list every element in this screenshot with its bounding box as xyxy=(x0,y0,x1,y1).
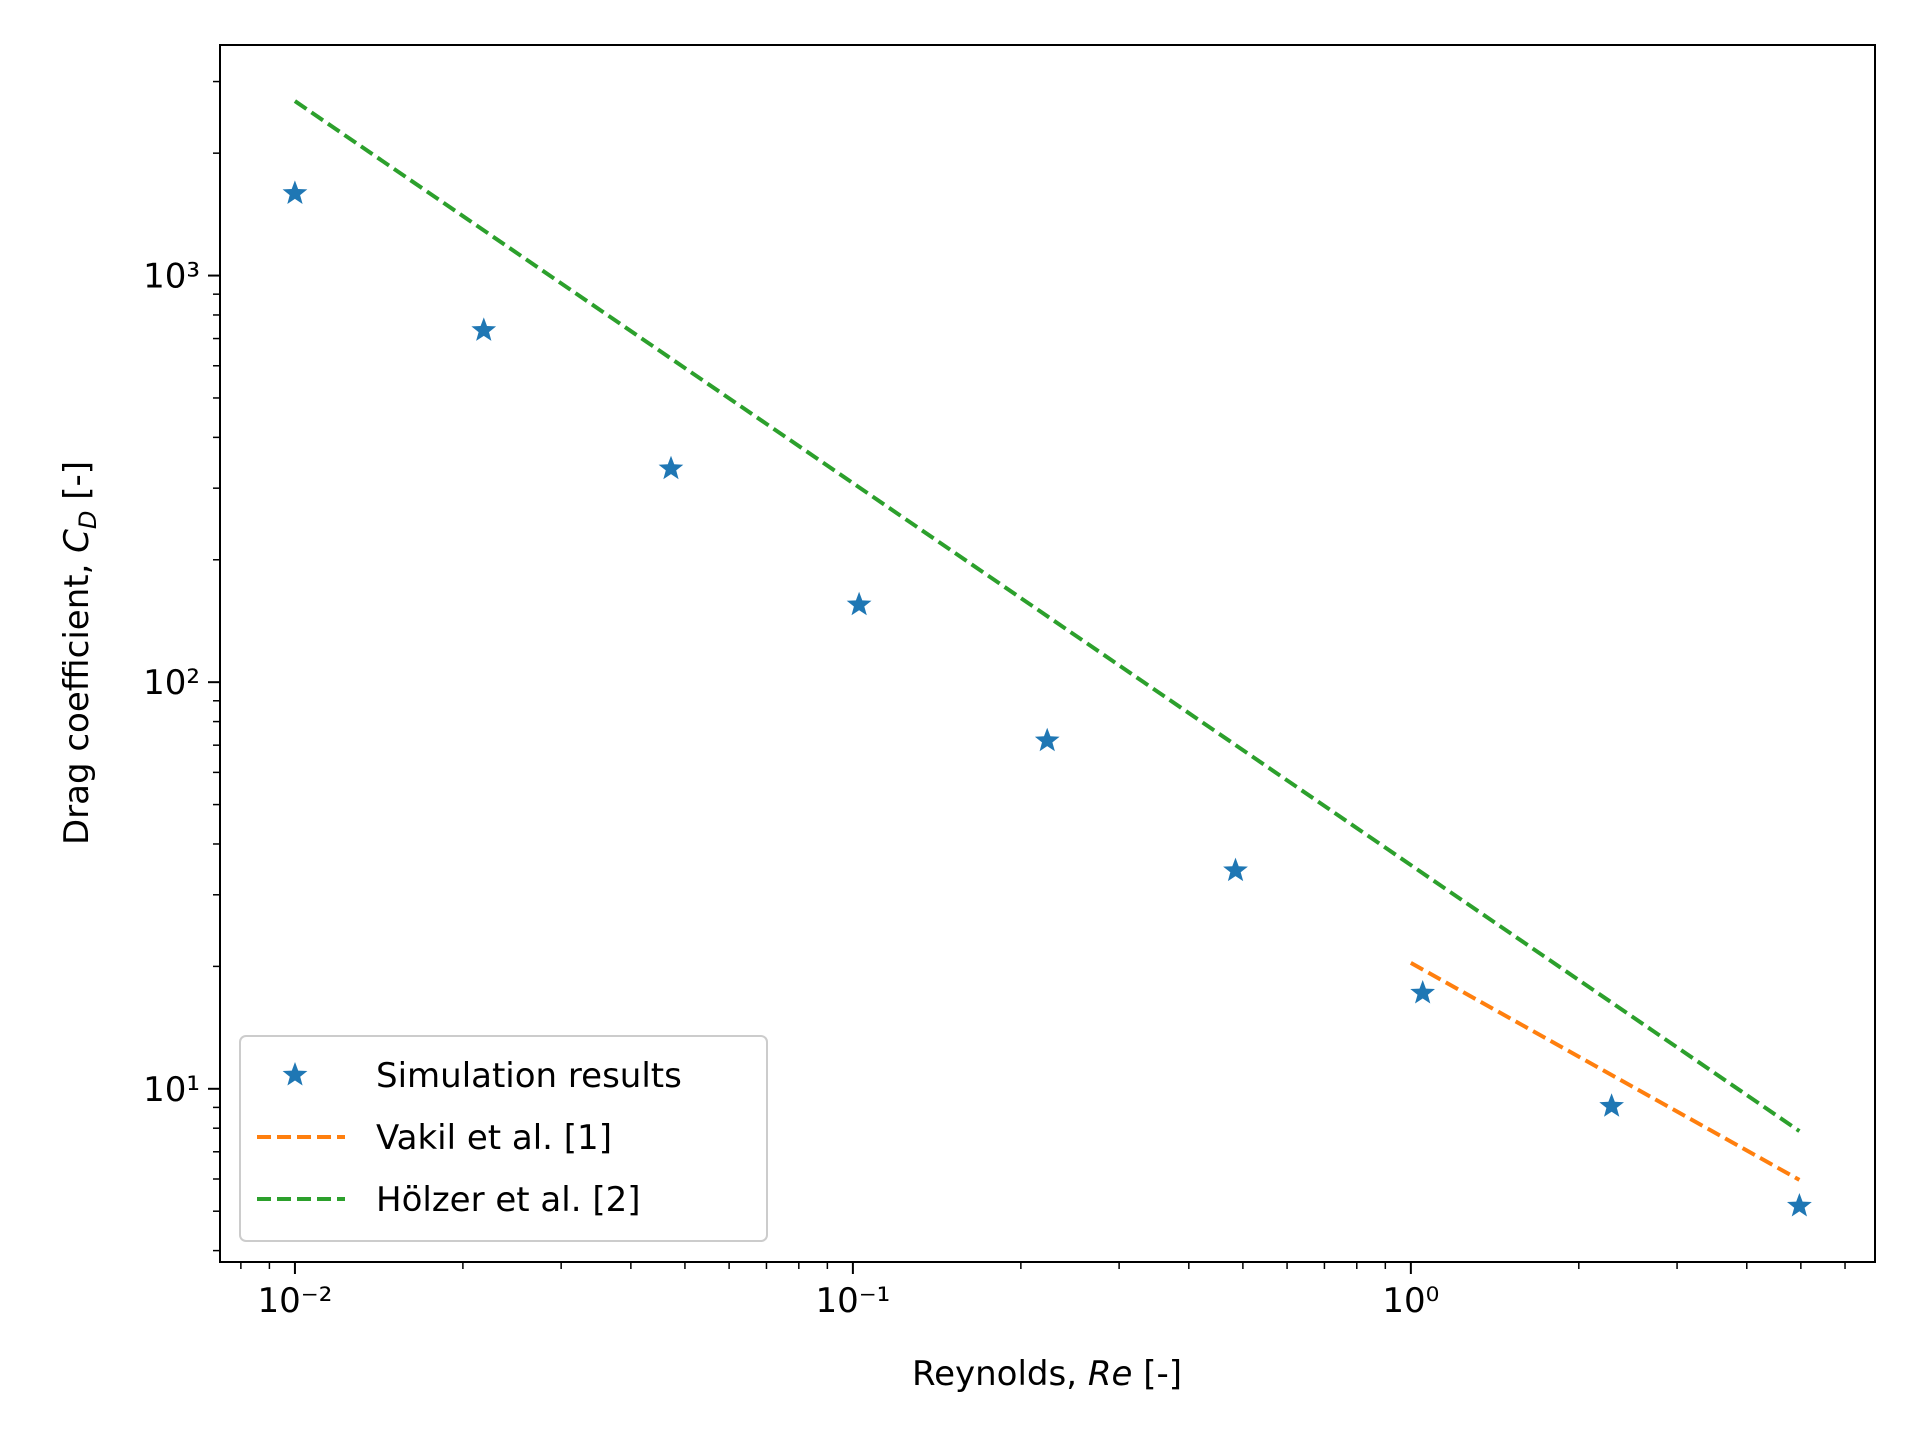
data-point xyxy=(1223,857,1248,882)
y-tick-label: 10¹ xyxy=(143,1070,200,1110)
y-label-part: D xyxy=(74,511,102,529)
y-label-part: Drag coefficient, xyxy=(57,553,97,845)
x-tick-label: 10⁻¹ xyxy=(815,1281,890,1321)
data-point xyxy=(846,591,872,616)
x-tick-label: 10⁰ xyxy=(1382,1281,1439,1321)
data-point xyxy=(658,455,684,480)
x-label-part: Re xyxy=(1088,1354,1133,1394)
data-point xyxy=(1599,1093,1624,1117)
data-point xyxy=(471,317,497,341)
y-tick-label: 10² xyxy=(143,663,200,703)
data-point xyxy=(282,180,308,204)
legend-marker xyxy=(282,1062,308,1086)
data-point xyxy=(1034,727,1060,752)
y-label-part: C xyxy=(57,529,97,553)
x-label-part: [-] xyxy=(1132,1354,1182,1394)
legend-label: Simulation results xyxy=(376,1056,682,1096)
x-tick-label: 10⁻² xyxy=(258,1281,333,1321)
plot-frame xyxy=(219,44,1876,1263)
legend-label: Hölzer et al. [2] xyxy=(376,1180,640,1220)
data-point xyxy=(1410,980,1435,1004)
y-axis-label: Drag coefficient, CD [-] xyxy=(57,461,102,845)
y-label-part: [-] xyxy=(57,461,97,511)
data-point xyxy=(1787,1193,1812,1217)
x-label-part: Reynolds, xyxy=(912,1354,1088,1394)
data-line xyxy=(293,99,1801,1133)
data-line xyxy=(1409,961,1801,1182)
y-tick-label: 10³ xyxy=(143,257,200,297)
x-axis-label: Reynolds, Re [-] xyxy=(912,1354,1182,1394)
legend-box xyxy=(239,1035,768,1242)
legend-label: Vakil et al. [1] xyxy=(376,1118,612,1158)
